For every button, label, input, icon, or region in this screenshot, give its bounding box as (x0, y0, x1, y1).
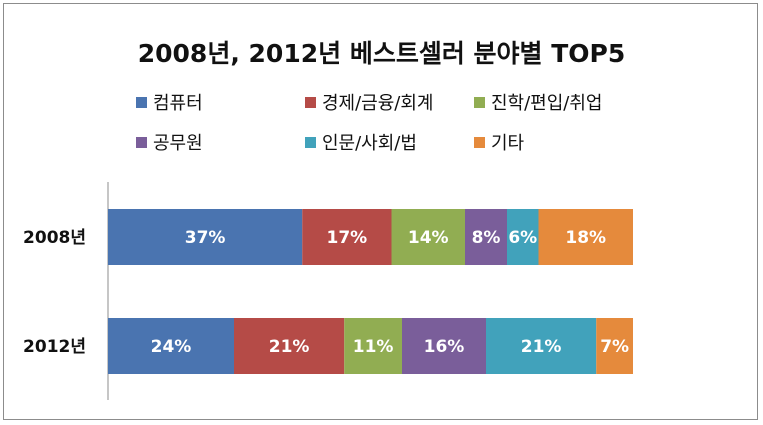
data-label: 37% (185, 228, 226, 248)
data-label: 11% (353, 337, 394, 357)
legend-swatch (136, 96, 147, 108)
legend-label: 진학/편입/취업 (491, 93, 603, 114)
data-label: 21% (521, 337, 562, 357)
data-label: 18% (565, 228, 606, 248)
legend: 컴퓨터 경제/금융/회계 진학/편입/취업 공무원 인문/사회/법 기타 (0, 0, 763, 200)
bar-segment (391, 209, 465, 265)
category-label: 2008년 (23, 228, 86, 248)
chart-title: 2008년, 2012년 베스트셀러 분야별 TOP5 (137, 39, 626, 68)
bar-segment (486, 318, 597, 374)
legend-swatch (136, 136, 147, 148)
bar-segment (507, 209, 539, 265)
data-label: 8% (472, 228, 501, 248)
legend-item: 기타 (474, 131, 525, 154)
bar-segment (302, 209, 392, 265)
data-label: 24% (151, 337, 192, 357)
bar-segment (108, 209, 303, 265)
legend-swatch (305, 96, 316, 108)
legend-label: 공무원 (153, 133, 203, 154)
legend-item: 컴퓨터 (136, 91, 203, 114)
legend-label: 인문/사회/법 (322, 133, 417, 154)
legend-item: 진학/편입/취업 (474, 91, 603, 114)
data-label: 14% (408, 228, 449, 248)
bar-segment (108, 318, 234, 374)
data-label: 17% (327, 228, 368, 248)
legend-item: 공무원 (136, 131, 203, 154)
bar-segment (344, 318, 402, 374)
data-label: 16% (424, 337, 465, 357)
legend-swatch (474, 96, 485, 108)
legend-label: 기타 (491, 133, 525, 154)
bar-segment (596, 318, 633, 374)
legend-swatch (305, 136, 316, 148)
legend-item: 인문/사회/법 (305, 131, 417, 154)
legend-label: 경제/금융/회계 (322, 93, 434, 114)
bar-segment (538, 209, 633, 265)
bar-segment (402, 318, 486, 374)
legend-item: 경제/금융/회계 (305, 91, 434, 114)
legend-label: 컴퓨터 (153, 93, 203, 114)
bar-segment (465, 209, 507, 265)
data-label: 7% (600, 337, 629, 357)
data-label: 6% (508, 228, 537, 248)
legend-swatch (474, 136, 485, 148)
bar-segment (234, 318, 345, 374)
category-label: 2012년 (23, 337, 86, 357)
data-label: 21% (269, 337, 310, 357)
